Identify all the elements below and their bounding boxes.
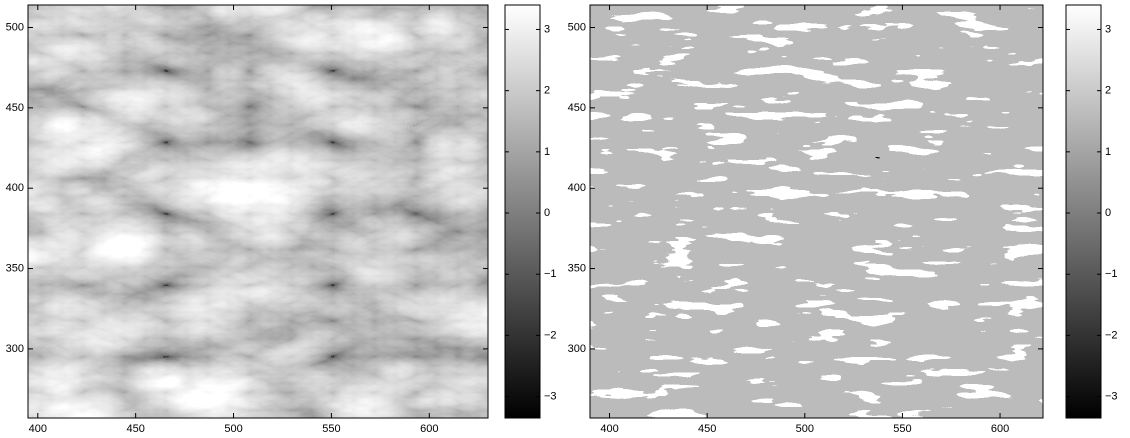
y-tick-label: 350 <box>568 262 586 274</box>
field-image <box>28 5 488 418</box>
colorbar-tick-label: 1 <box>544 146 550 158</box>
x-tick-label: 600 <box>991 423 1009 435</box>
y-tick-label: 400 <box>6 182 24 194</box>
colorbar-tick-label: 0 <box>1105 207 1111 219</box>
colorbar-tick-label: −3 <box>1105 390 1118 402</box>
x-tick-label: 550 <box>322 423 340 435</box>
figure: 400 450 500 550 600 300 350 400 450 500 −3 −2 −1 0 1 2 3… <box>0 0 1130 438</box>
x-tick-label: 500 <box>224 423 242 435</box>
colorbar-tick-label: −2 <box>544 329 557 341</box>
colorbar-tick-label: −2 <box>1105 329 1118 341</box>
y-tick-label: 400 <box>568 182 586 194</box>
y-tick-label: 500 <box>6 21 24 33</box>
colorbar-tick-label: 3 <box>1105 23 1111 35</box>
x-tick-label: 400 <box>600 423 618 435</box>
colorbar <box>505 5 540 418</box>
x-tick-label: 450 <box>126 423 144 435</box>
colorbar-tick-label: 2 <box>544 85 550 97</box>
colorbar-tick-label: 1 <box>1105 146 1111 158</box>
y-tick-label: 350 <box>6 262 24 274</box>
colorbar-tick-label: 0 <box>544 207 550 219</box>
field-image <box>590 5 1043 418</box>
colorbar <box>1066 5 1101 418</box>
colorbar-tick-label: −3 <box>544 390 557 402</box>
x-tick-label: 400 <box>29 423 47 435</box>
y-tick-label: 450 <box>6 102 24 114</box>
colorbar-tick-label: 2 <box>1105 85 1111 97</box>
colorbar-tick-label: −1 <box>1105 268 1118 280</box>
colorbar-tick-label: −1 <box>544 268 557 280</box>
x-tick-label: 550 <box>893 423 911 435</box>
y-tick-label: 500 <box>568 21 586 33</box>
y-tick-label: 300 <box>568 343 586 355</box>
colorbar-tick-label: 3 <box>544 23 550 35</box>
x-tick-label: 500 <box>796 423 814 435</box>
y-tick-label: 450 <box>568 102 586 114</box>
y-tick-label: 300 <box>6 343 24 355</box>
x-tick-label: 450 <box>698 423 716 435</box>
x-tick-label: 600 <box>420 423 438 435</box>
